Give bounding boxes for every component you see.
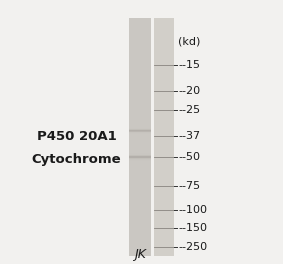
Text: --75: --75 xyxy=(178,181,200,191)
Bar xyxy=(129,133,151,134)
Bar xyxy=(129,156,151,157)
Bar xyxy=(129,160,151,161)
Text: --25: --25 xyxy=(178,105,200,115)
Text: (kd): (kd) xyxy=(178,37,201,47)
Text: --50: --50 xyxy=(178,152,200,162)
Bar xyxy=(129,154,151,155)
Bar xyxy=(129,129,151,130)
Bar xyxy=(129,155,151,156)
Text: --37: --37 xyxy=(178,131,200,141)
Text: JK: JK xyxy=(134,248,146,261)
Bar xyxy=(129,153,151,154)
Text: Cytochrome: Cytochrome xyxy=(32,153,121,166)
Bar xyxy=(129,131,151,132)
Bar xyxy=(129,132,151,133)
Text: --150: --150 xyxy=(178,223,207,233)
Bar xyxy=(129,159,151,160)
Bar xyxy=(129,158,151,159)
Text: --20: --20 xyxy=(178,86,200,96)
Text: --100: --100 xyxy=(178,205,207,215)
Bar xyxy=(129,128,151,129)
Bar xyxy=(154,18,174,256)
Text: --15: --15 xyxy=(178,60,200,70)
Text: P450 20A1: P450 20A1 xyxy=(37,130,116,143)
Bar xyxy=(129,18,151,256)
Bar xyxy=(129,130,151,131)
Bar xyxy=(129,157,151,158)
Text: --250: --250 xyxy=(178,242,207,252)
